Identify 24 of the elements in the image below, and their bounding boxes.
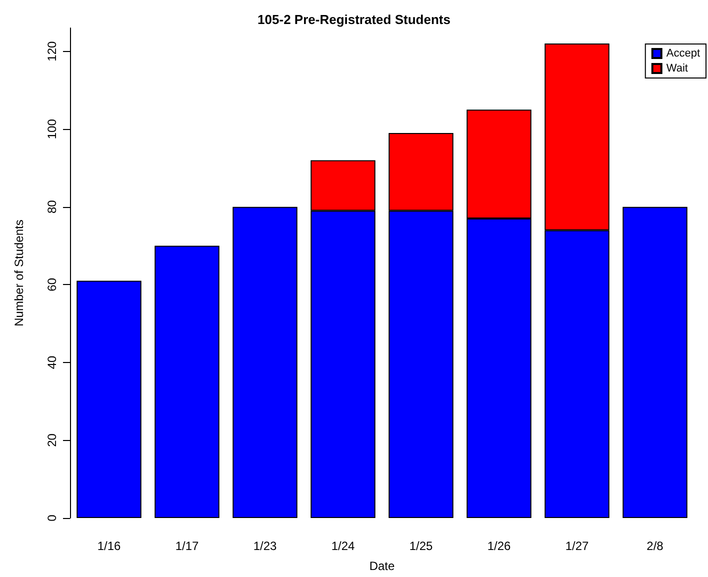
x-tick-label: 1/24 [331, 539, 355, 553]
x-tick-label: 1/26 [487, 539, 511, 553]
x-tick-label: 1/17 [175, 539, 199, 553]
x-tick-label: 1/16 [97, 539, 121, 553]
chart-title: 105-2 Pre-Registrated Students [258, 12, 450, 27]
y-tick-label: 120 [45, 41, 59, 62]
y-tick-label: 80 [45, 200, 59, 214]
legend-label: Accept [666, 48, 700, 60]
x-tick-label: 2/8 [646, 539, 664, 553]
legend-label: Wait [666, 62, 688, 74]
x-tick-label: 1/25 [409, 539, 433, 553]
bar [154, 246, 220, 518]
bar [232, 206, 298, 518]
bar [622, 206, 688, 518]
y-tick-label: 100 [45, 118, 59, 140]
y-tick-label: 0 [45, 514, 59, 522]
bar [76, 280, 142, 518]
y-tick-label: 60 [45, 278, 59, 292]
x-tick-label: 1/27 [565, 539, 589, 553]
x-axis-title: Date [369, 559, 395, 573]
y-tick-label: 40 [45, 355, 59, 370]
y-tick-label: 20 [45, 433, 59, 447]
y-axis-title: Number of Students [12, 220, 26, 326]
x-tick-label: 1/23 [253, 539, 277, 553]
